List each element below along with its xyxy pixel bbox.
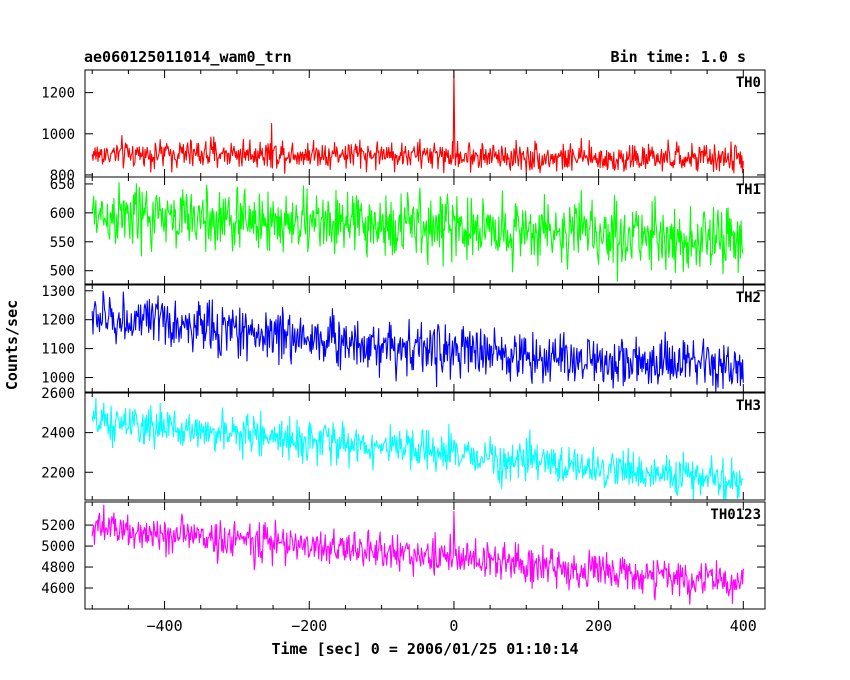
panels-group: 800 1000 1200 TH0 500 550 600 650 TH1 1000 1100 120… [41,69,766,635]
x-tick-label: 400 [730,617,757,635]
series-line-th0123 [91,504,744,605]
y-tick-label-th0123: 4600 [41,581,75,597]
y-tick-label-th2: 1200 [41,313,75,329]
x-tick-label: 200 [585,617,612,635]
y-tick-label-th1: 550 [50,235,75,251]
y-tick-label-th0123: 4800 [41,560,75,576]
panel-frame-th1 [84,176,766,285]
panel-frame-th3 [84,392,766,501]
series-label-th1: TH1 [736,182,761,198]
y-tick-label-th0: 1200 [41,86,75,102]
y-tick-label-th3: 2400 [41,426,75,442]
x-axis-label: Time [sec] 0 = 2006/01/25 01:10:14 [271,640,578,658]
series-line-th3 [91,397,744,501]
x-tick-label: −200 [291,617,327,635]
series-label-th0123: TH0123 [710,507,761,523]
y-tick-label-th1: 600 [50,206,75,222]
y-tick-label-th1: 500 [50,264,75,280]
y-tick-label-th1: 650 [50,177,75,193]
y-tick-label-th0: 1000 [41,127,75,143]
y-tick-label-th3: 2600 [41,386,75,402]
chart-title-right: Bin time: 1.0 s [611,48,746,66]
x-tick-label: −400 [147,617,183,635]
y-tick-label-th2: 1100 [41,342,75,358]
y-tick-label-th3: 2200 [41,465,75,481]
panel-frame-th2 [84,284,766,393]
y-tick-label-th0123: 5000 [41,539,75,555]
y-tick-label-th0: 800 [50,168,75,184]
series-line-th2 [91,290,744,393]
x-tick-label: 0 [449,617,458,635]
y-tick-label-th0123: 5200 [41,518,75,534]
y-tick-label-th2: 1300 [41,284,75,300]
chart-title-left: ae060125011014_wam0_trn [84,48,292,66]
panel-frame-th0123 [84,501,766,610]
series-line-th0 [91,69,744,174]
y-tick-label-th2: 1000 [41,371,75,387]
y-axis-label: Counts/sec [3,300,21,390]
series-label-th0: TH0 [736,75,761,91]
series-label-th2: TH2 [736,290,761,306]
series-label-th3: TH3 [736,398,761,414]
series-line-th1 [91,182,744,282]
